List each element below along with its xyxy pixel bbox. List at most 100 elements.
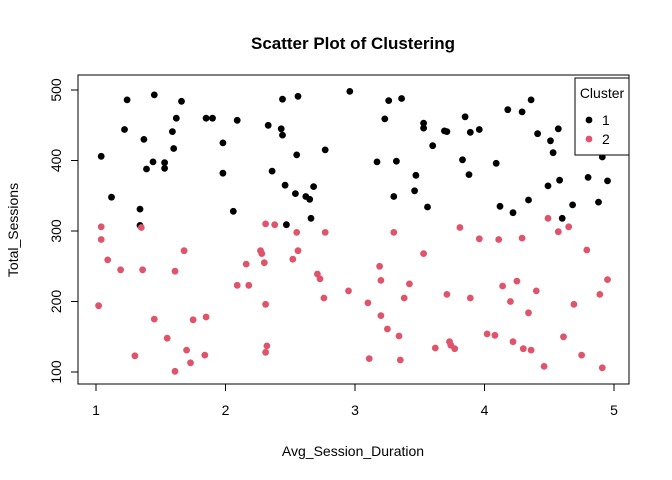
- data-point: [525, 309, 532, 317]
- data-point: [169, 128, 176, 136]
- data-point: [429, 142, 437, 150]
- y-tick-label: 300: [48, 219, 64, 243]
- data-point: [140, 136, 148, 143]
- y-tick-label: 400: [48, 149, 64, 173]
- data-point: [346, 88, 354, 95]
- x-axis-label: Avg_Session_Duration: [282, 443, 424, 459]
- data-point: [307, 214, 315, 222]
- data-point: [420, 119, 427, 127]
- data-point: [136, 205, 144, 213]
- data-point: [161, 159, 169, 167]
- data-point: [596, 291, 604, 298]
- data-point: [262, 300, 269, 308]
- data-point: [504, 106, 512, 114]
- data-point: [513, 277, 521, 285]
- data-point: [242, 260, 250, 268]
- data-point: [183, 346, 191, 354]
- data-point: [95, 302, 102, 310]
- data-point: [604, 276, 611, 283]
- data-point: [364, 299, 372, 307]
- data-point: [495, 236, 503, 243]
- data-point: [420, 250, 427, 257]
- legend-marker-1: [585, 116, 593, 124]
- data-point: [456, 224, 464, 231]
- data-point: [233, 116, 241, 124]
- data-point: [540, 363, 548, 370]
- data-point: [121, 126, 128, 133]
- plot-frame: [77, 74, 630, 385]
- data-point: [518, 234, 526, 242]
- data-point: [393, 157, 400, 165]
- data-point: [547, 137, 554, 145]
- data-point: [294, 247, 302, 255]
- data-point: [310, 183, 317, 191]
- data-points: [95, 88, 611, 375]
- legend-box: [574, 77, 630, 156]
- series-1-points: [97, 88, 611, 229]
- data-point: [171, 367, 179, 375]
- data-point: [424, 203, 431, 211]
- data-point: [400, 294, 408, 302]
- data-point: [271, 221, 279, 229]
- data-point: [519, 345, 527, 353]
- data-point: [293, 229, 301, 236]
- legend: Cluster 1 2: [574, 77, 630, 156]
- data-point: [381, 115, 389, 123]
- x-tick-label: 2: [222, 402, 230, 418]
- data-point: [509, 338, 517, 346]
- data-point: [294, 92, 302, 100]
- data-point: [534, 130, 541, 138]
- data-point: [233, 281, 241, 289]
- data-point: [459, 156, 466, 164]
- data-point: [117, 266, 124, 274]
- data-point: [306, 195, 314, 203]
- legend-title: Cluster: [580, 85, 625, 101]
- data-point: [544, 214, 552, 222]
- data-point: [556, 176, 563, 184]
- data-point: [209, 114, 216, 122]
- data-point: [554, 228, 562, 236]
- data-point: [229, 207, 237, 215]
- data-point: [420, 124, 427, 132]
- data-point: [131, 352, 139, 360]
- data-point: [569, 201, 576, 209]
- data-point: [321, 146, 329, 154]
- data-point: [279, 131, 286, 139]
- data-point: [143, 165, 150, 173]
- data-point: [219, 139, 227, 147]
- data-point: [492, 159, 500, 167]
- data-point: [451, 345, 459, 353]
- data-point: [178, 97, 185, 105]
- data-point: [187, 359, 194, 367]
- data-point: [527, 346, 535, 354]
- data-point: [180, 247, 188, 255]
- x-tick-label: 5: [610, 402, 618, 418]
- data-point: [320, 294, 328, 302]
- data-point: [466, 294, 474, 302]
- data-point: [262, 220, 269, 228]
- data-point: [390, 229, 398, 236]
- data-point: [465, 171, 473, 179]
- data-point: [264, 121, 272, 129]
- y-tick-label: 100: [48, 360, 64, 384]
- data-point: [245, 281, 253, 289]
- data-point: [150, 91, 158, 99]
- data-point: [219, 169, 227, 177]
- x-axis: 1 2 3 4 5: [92, 383, 618, 418]
- data-point: [475, 126, 483, 133]
- data-point: [483, 330, 491, 338]
- data-point: [293, 151, 301, 159]
- data-point: [137, 224, 145, 231]
- data-point: [509, 209, 517, 217]
- data-point: [279, 95, 286, 103]
- data-point: [466, 128, 474, 136]
- data-point: [584, 174, 592, 181]
- data-point: [595, 198, 602, 206]
- series-2-points: [95, 214, 611, 375]
- x-tick-label: 4: [481, 402, 489, 418]
- data-point: [598, 364, 606, 372]
- data-point: [554, 125, 562, 133]
- data-point: [189, 316, 197, 324]
- data-point: [558, 214, 566, 222]
- data-point: [172, 114, 180, 122]
